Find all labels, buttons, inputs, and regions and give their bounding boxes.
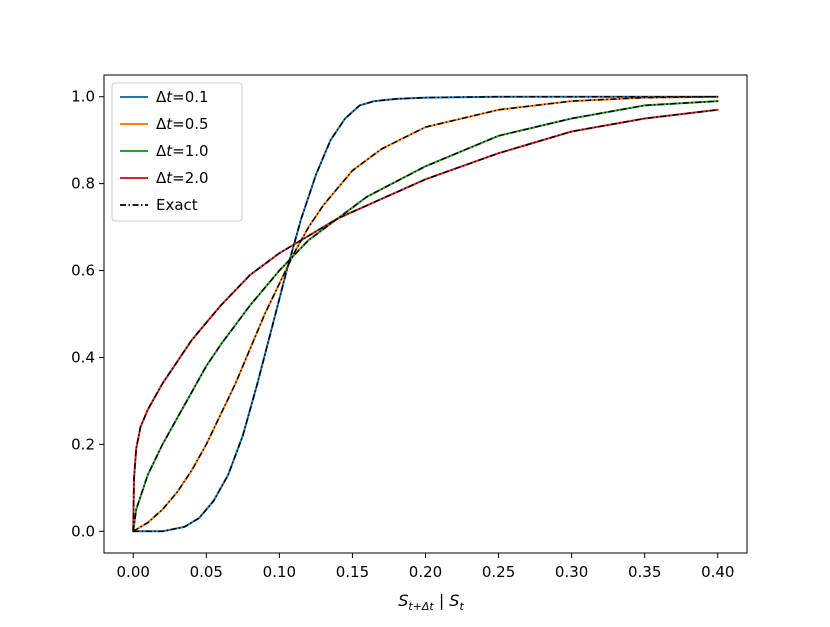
x-tick-label: 0.20 [409,563,442,581]
legend-label: Δt=2.0 [156,169,209,187]
legend-label-pre: Δ [156,169,167,187]
y-tick-label: 0.2 [71,435,95,453]
y-tick-label: 0.0 [71,522,95,540]
legend-label-post: =0.1 [172,88,208,106]
plot-marks [132,95,719,533]
x-label-sub: t+Δt [408,600,434,613]
legend-label-var: t [166,115,173,133]
y-tick-label: 0.6 [71,262,95,280]
legend-box [111,82,243,222]
x-tick-label: 0.15 [336,563,369,581]
legend-label-post: =1.0 [172,142,208,160]
legend-label: Exact [156,196,198,214]
legend-label: Δt=0.1 [156,88,209,106]
x-tick-label: 0.40 [701,563,734,581]
legend-label-pre: Δ [156,142,167,160]
legend-label-post: =2.0 [172,169,208,187]
legend-label-post: =0.5 [172,115,208,133]
series-exact-line-0 [133,95,718,533]
legend-label-var: t [166,88,173,106]
y-tick-label: 0.8 [71,175,95,193]
y-tick-label: 0.4 [71,348,95,366]
x-tick-label: 0.25 [482,563,515,581]
x-label-base: S [398,591,408,610]
x-tick-label: 0.30 [555,563,588,581]
legend-label: Δt=0.5 [156,115,209,133]
x-tick-label: 0.35 [628,563,661,581]
x-label-sep: | [434,591,450,610]
x-tick-label: 0.10 [263,563,296,581]
y-axis-ticks: 0.0 0.2 0.4 0.6 0.8 1.0 [71,88,104,540]
legend-label-var: t [166,169,173,187]
legend-label-var: t [166,142,173,160]
legend-label-post: Exact [156,196,198,214]
legend-label-pre: Δ [156,88,167,106]
y-tick-label: 1.0 [71,88,95,106]
x-label-base2: S [449,591,459,610]
series-exact-line-3 [132,109,718,532]
x-tick-label: 0.05 [190,563,223,581]
x-label-sub2: t [459,600,464,613]
legend-label-pre: Δ [156,115,167,133]
legend-label: Δt=1.0 [156,142,209,160]
x-tick-label: 0.00 [117,563,150,581]
x-axis-label: St+Δt | St [398,591,464,613]
series-exact-line-1 [132,95,718,532]
x-axis-ticks: 0.00 0.05 0.10 0.15 0.20 0.25 0.30 0.35 0.40 [117,553,734,581]
series-exact [132,95,718,533]
series-exact-line-2 [132,100,718,532]
